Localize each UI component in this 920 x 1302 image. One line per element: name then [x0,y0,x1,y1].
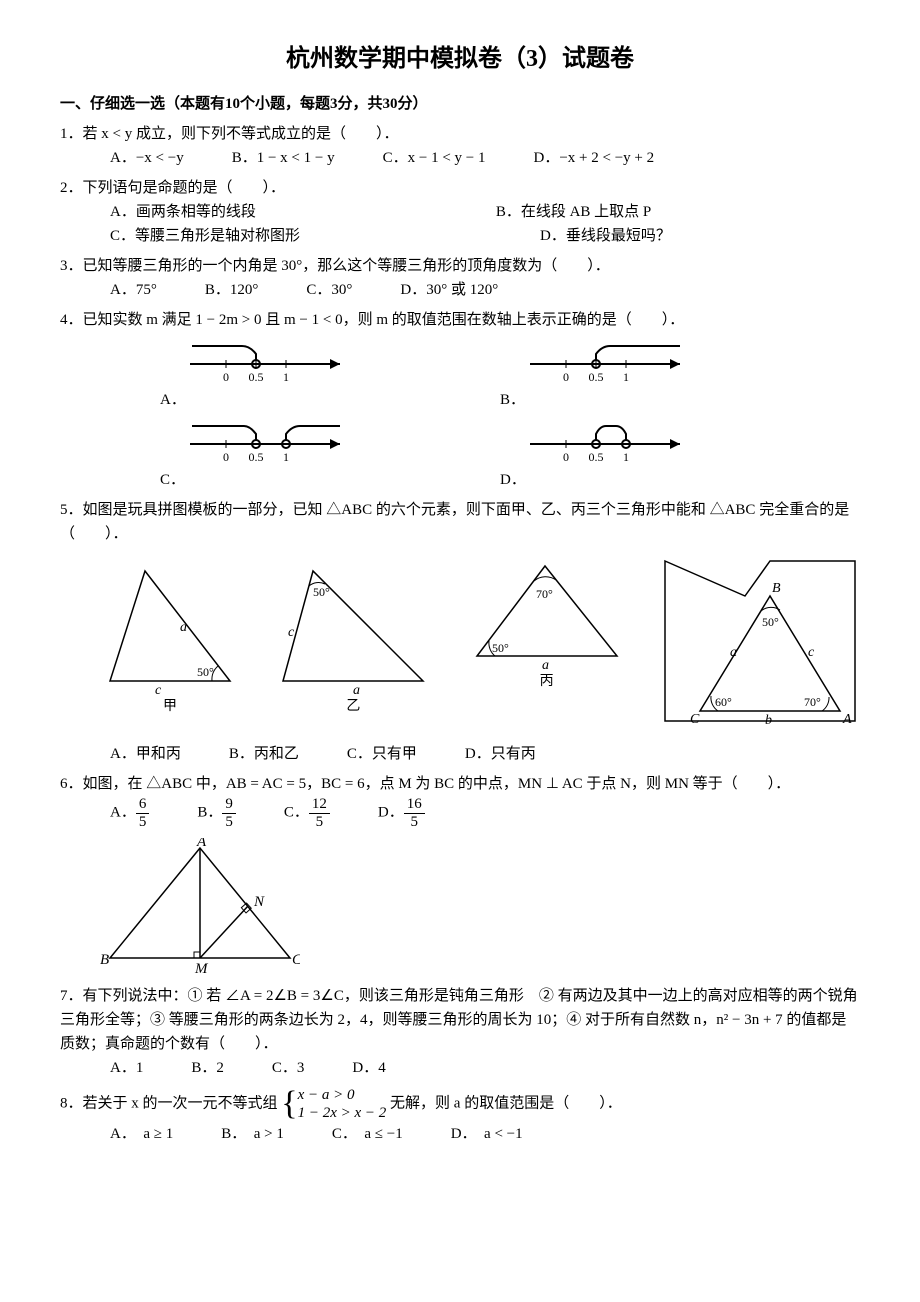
q4-opt-d: D． [500,468,526,492]
svg-text:1: 1 [623,450,629,464]
svg-text:70°: 70° [804,695,821,709]
svg-text:0: 0 [223,370,229,384]
svg-text:60°: 60° [715,695,732,709]
q8-opt-d: D． a < −1 [451,1122,523,1146]
svg-text:0: 0 [563,370,569,384]
label-bing: 丙 [540,671,554,693]
svg-text:70°: 70° [536,587,553,601]
triangle-bing: 70° 50° a [467,556,627,671]
svg-text:0: 0 [563,450,569,464]
q5-opt-c: C．只有甲 [347,742,417,766]
svg-text:b: b [765,713,772,728]
svg-text:a: a [730,645,737,660]
svg-text:0.5: 0.5 [249,370,264,384]
svg-text:50°: 50° [313,585,330,599]
svg-text:50°: 50° [197,665,214,679]
svg-text:B: B [772,581,781,596]
triangle-q6: A B C M N [100,838,300,978]
page-title: 杭州数学期中模拟卷（3）试题卷 [60,40,860,78]
triangle-jia: a c 50° [100,556,240,696]
q2-stem: 2．下列语句是命题的是（ ）． [60,176,860,200]
q6-stem: 6．如图，在 △ABC 中，AB = AC = 5，BC = 6，点 M 为 B… [60,772,860,796]
svg-text:50°: 50° [762,615,779,629]
question-8: 8．若关于 x 的一次一元不等式组 { x − a > 0 1 − 2x > x… [60,1086,860,1146]
triangle-yi: 50° c a [273,556,433,696]
q7-opt-b: B．2 [191,1056,224,1080]
svg-text:c: c [155,683,162,696]
svg-text:50°: 50° [492,641,509,655]
q5-opt-b: B．丙和乙 [229,742,299,766]
question-1: 1．若 x < y 成立，则下列不等式成立的是（ ）． A．−x < −y B．… [60,122,860,170]
numberline-d: 0 0.5 1 [530,416,700,466]
q3-opt-b: B．120° [205,278,259,302]
q5-opt-a: A．甲和丙 [110,742,181,766]
q8-opt-b: B． a > 1 [221,1122,284,1146]
svg-text:a: a [542,658,549,671]
q1-opt-d: D．−x + 2 < −y + 2 [534,146,655,170]
numberline-b: 0 0.5 1 [530,336,700,386]
svg-text:N: N [253,894,265,910]
q6-opt-b: B．95 [197,796,236,830]
q8-opt-c: C． a ≤ −1 [332,1122,403,1146]
svg-text:C: C [292,952,300,968]
q5-stem: 5．如图是玩具拼图模板的一部分，已知 △ABC 的六个元素，则下面甲、乙、丙三个… [60,498,860,546]
q3-opt-a: A．75° [110,278,157,302]
svg-text:c: c [288,625,295,640]
label-jia: 甲 [163,696,177,718]
question-6: 6．如图，在 △ABC 中，AB = AC = 5，BC = 6，点 M 为 B… [60,772,860,978]
svg-text:a: a [353,683,360,696]
section-1-header: 一、仔细选一选（本题有10个小题，每题3分，共30分） [60,92,860,116]
q6-opt-a: A．65 [110,796,149,830]
q3-opt-c: C．30° [306,278,352,302]
svg-text:0: 0 [223,450,229,464]
q2-opt-d: D．垂线段最短吗？ [540,224,671,248]
svg-text:1: 1 [283,370,289,384]
svg-text:0.5: 0.5 [589,450,604,464]
q8-stem: 8．若关于 x 的一次一元不等式组 { x − a > 0 1 − 2x > x… [60,1086,860,1122]
question-3: 3．已知等腰三角形的一个内角是 30°，那么这个等腰三角形的顶角度数为（ ）． … [60,254,860,302]
svg-text:c: c [808,645,815,660]
q6-opt-c: C．125 [284,796,330,830]
q8-opt-a: A． a ≥ 1 [110,1122,173,1146]
q3-stem: 3．已知等腰三角形的一个内角是 30°，那么这个等腰三角形的顶角度数为（ ）． [60,254,860,278]
question-5: 5．如图是玩具拼图模板的一部分，已知 △ABC 的六个元素，则下面甲、乙、丙三个… [60,498,860,766]
q7-opt-c: C．3 [272,1056,305,1080]
q1-opt-a: A．−x < −y [110,146,184,170]
svg-text:A: A [842,712,852,727]
triangle-abc-ref: B C A 50° 60° 70° a c b [660,556,860,736]
svg-text:M: M [194,961,209,977]
svg-text:0.5: 0.5 [249,450,264,464]
svg-text:0.5: 0.5 [589,370,604,384]
question-7: 7．有下列说法中：① 若 ∠A = 2∠B = 3∠C，则该三角形是钝角三角形 … [60,984,860,1080]
question-2: 2．下列语句是命题的是（ ）． A．画两条相等的线段 B．在线段 AB 上取点 … [60,176,860,248]
numberline-a: 0 0.5 1 [190,336,360,386]
q2-opt-c: C．等腰三角形是轴对称图形 [110,224,300,248]
q7-opt-a: A．1 [110,1056,143,1080]
q4-opt-a: A． [160,388,186,412]
svg-text:B: B [100,952,109,968]
svg-text:a: a [180,620,187,635]
question-4: 4．已知实数 m 满足 1 − 2m > 0 且 m − 1 < 0，则 m 的… [60,308,860,492]
q7-opt-d: D．4 [352,1056,385,1080]
q1-stem: 1．若 x < y 成立，则下列不等式成立的是（ ）． [60,122,860,146]
q5-opt-d: D．只有丙 [465,742,536,766]
q6-opt-d: D．165 [378,796,425,830]
q1-opt-b: B．1 − x < 1 − y [232,146,335,170]
svg-text:C: C [690,712,700,727]
q4-opt-b: B． [500,388,525,412]
svg-text:A: A [196,838,207,850]
svg-text:1: 1 [623,370,629,384]
numberline-c: 0 0.5 1 [190,416,360,466]
q4-opt-c: C． [160,468,185,492]
svg-text:1: 1 [283,450,289,464]
q2-opt-a: A．画两条相等的线段 [110,200,256,224]
q2-opt-b: B．在线段 AB 上取点 P [496,200,651,224]
q4-stem: 4．已知实数 m 满足 1 − 2m > 0 且 m − 1 < 0，则 m 的… [60,308,860,332]
q3-opt-d: D．30° 或 120° [400,278,498,302]
q7-stem: 7．有下列说法中：① 若 ∠A = 2∠B = 3∠C，则该三角形是钝角三角形 … [60,984,860,1056]
q1-opt-c: C．x − 1 < y − 1 [383,146,486,170]
label-yi: 乙 [346,696,360,718]
